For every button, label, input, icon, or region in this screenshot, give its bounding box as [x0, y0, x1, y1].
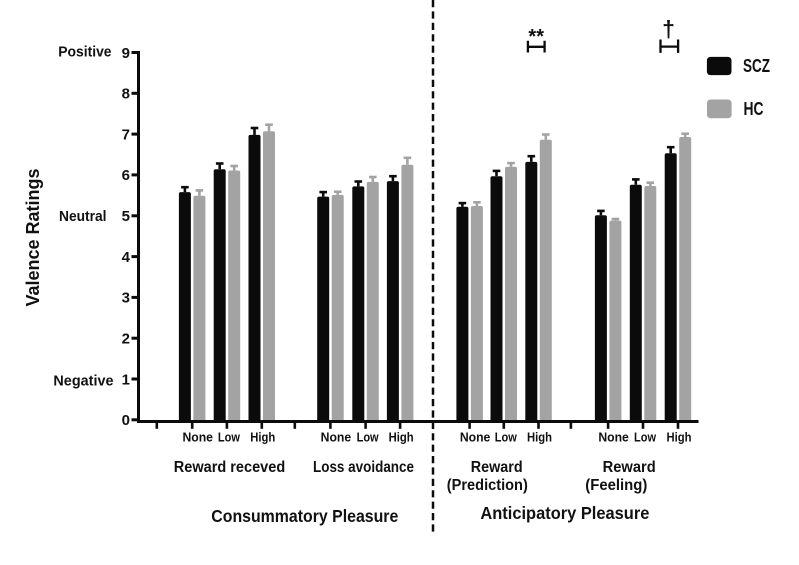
svg-text:Positive: Positive: [58, 45, 111, 61]
svg-text:High: High: [667, 430, 692, 445]
svg-text:Consummatory Pleasure: Consummatory Pleasure: [211, 506, 398, 526]
svg-text:Low: Low: [495, 430, 518, 445]
svg-text:Anticipatory Pleasure: Anticipatory Pleasure: [480, 503, 649, 523]
svg-text:SCZ: SCZ: [743, 56, 770, 76]
svg-text:Valence Ratings: Valence Ratings: [23, 169, 43, 307]
svg-text:3: 3: [122, 290, 130, 307]
svg-text:High: High: [250, 430, 275, 445]
svg-text:Low: Low: [634, 430, 657, 445]
svg-text:Reward receved: Reward receved: [174, 459, 285, 476]
svg-text:Neutral: Neutral: [59, 209, 107, 225]
svg-text:5: 5: [122, 208, 130, 225]
svg-text:4: 4: [122, 249, 131, 266]
svg-text:†: †: [662, 16, 675, 42]
svg-text:9: 9: [122, 45, 130, 62]
svg-text:0: 0: [122, 412, 130, 429]
svg-text:2: 2: [122, 331, 130, 348]
svg-text:1: 1: [122, 371, 130, 388]
svg-text:8: 8: [122, 86, 130, 103]
svg-text:High: High: [527, 430, 552, 445]
svg-text:(Prediction): (Prediction): [447, 477, 528, 494]
svg-text:**: **: [528, 26, 544, 48]
svg-text:Loss avoidance: Loss avoidance: [313, 459, 414, 476]
svg-text:None: None: [182, 430, 213, 445]
svg-text:None: None: [460, 430, 491, 445]
svg-text:Low: Low: [357, 430, 380, 445]
svg-text:Low: Low: [218, 430, 241, 445]
svg-text:(Feeling): (Feeling): [585, 477, 647, 494]
svg-text:Reward: Reward: [471, 459, 523, 476]
svg-text:HC: HC: [744, 99, 764, 119]
svg-text:None: None: [598, 430, 629, 445]
svg-text:Negative: Negative: [53, 373, 113, 389]
svg-text:7: 7: [122, 126, 130, 143]
svg-text:6: 6: [122, 167, 130, 184]
svg-text:Reward: Reward: [603, 459, 656, 476]
svg-text:High: High: [389, 430, 414, 445]
svg-text:None: None: [321, 430, 352, 445]
